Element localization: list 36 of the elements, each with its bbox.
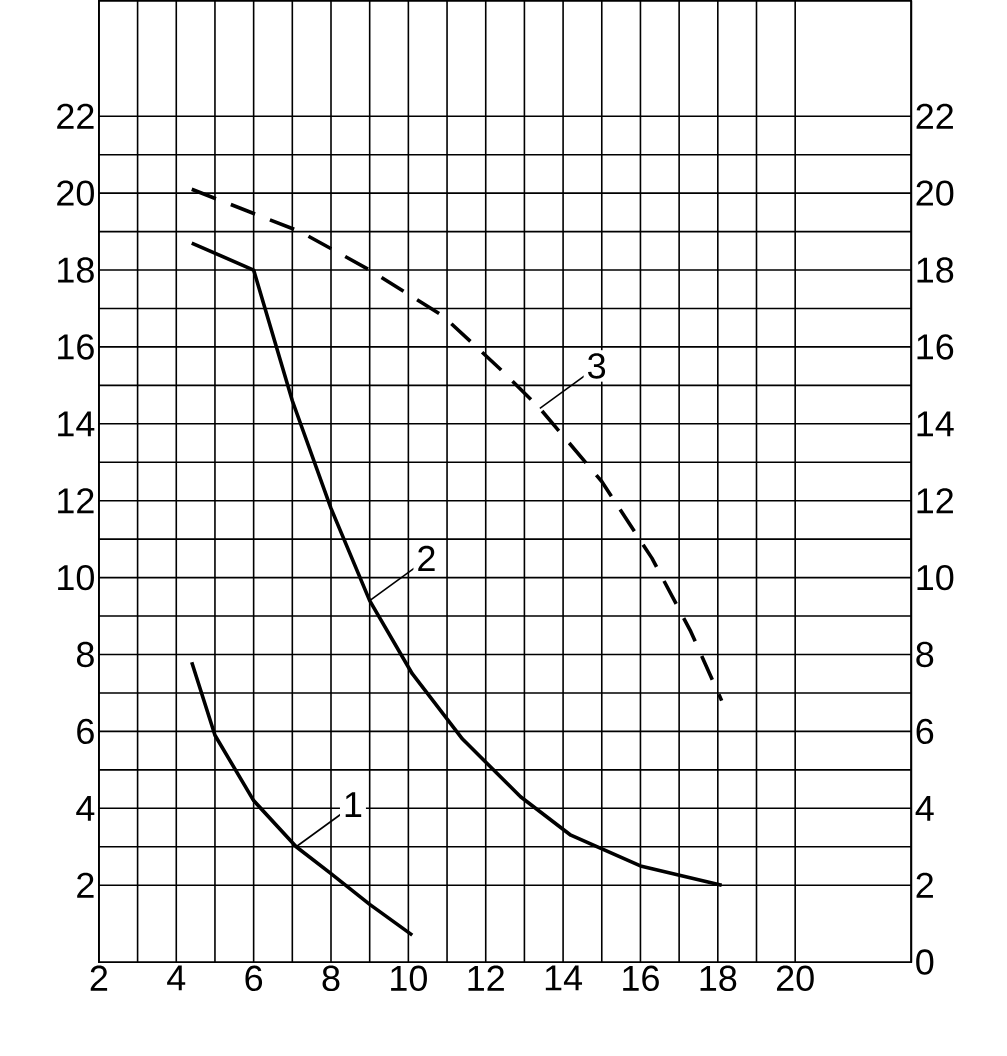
y-tick-label: 18 [58, 257, 94, 283]
y-tick-label: 4 [76, 795, 95, 821]
y-tick-label: 20 [57, 180, 94, 206]
y-tick-label: 12 [58, 488, 94, 514]
y2-tick-label: 4 [915, 795, 934, 821]
annotation: 1 [345, 792, 362, 817]
y-tick-label: 22 [57, 103, 94, 129]
x-tick-label: 20 [776, 965, 814, 992]
y-tick-label: 16 [58, 334, 94, 360]
y2-tick-label: 2 [916, 872, 933, 898]
y2-tick-label: 10 [917, 564, 954, 591]
x-tick-label: 12 [468, 965, 504, 991]
x-tick-label: 14 [545, 965, 582, 991]
y2-tick-label: 12 [917, 488, 953, 514]
x-tick-label: 4 [167, 965, 186, 991]
y2-tick-label: 20 [916, 180, 954, 206]
x-tick-label: 6 [245, 965, 262, 992]
y-tick-label: 10 [58, 564, 94, 591]
y-tick-label: 8 [76, 641, 94, 668]
annotation: 2 [418, 545, 435, 571]
y2-tick-label: 8 [916, 641, 934, 668]
y2-tick-label: 18 [917, 257, 954, 283]
x-tick-label: 10 [391, 965, 427, 992]
y-tick-label: 2 [77, 872, 94, 898]
line-series [189, 187, 724, 703]
y2-tick-label: 6 [916, 718, 934, 745]
y2-tick-label: 16 [917, 334, 954, 360]
y2-tick-label: 14 [917, 411, 954, 437]
x-tick-label: 8 [322, 965, 340, 992]
x-tick-label: 16 [623, 965, 659, 992]
annotation: 3 [587, 353, 606, 379]
y-tick-label: 14 [58, 411, 95, 437]
y2-tick-label: 22 [916, 103, 953, 129]
x-tick-label: 18 [700, 965, 737, 992]
y-tick-label: 6 [77, 718, 94, 745]
y2-tick-label: 0 [916, 949, 934, 975]
